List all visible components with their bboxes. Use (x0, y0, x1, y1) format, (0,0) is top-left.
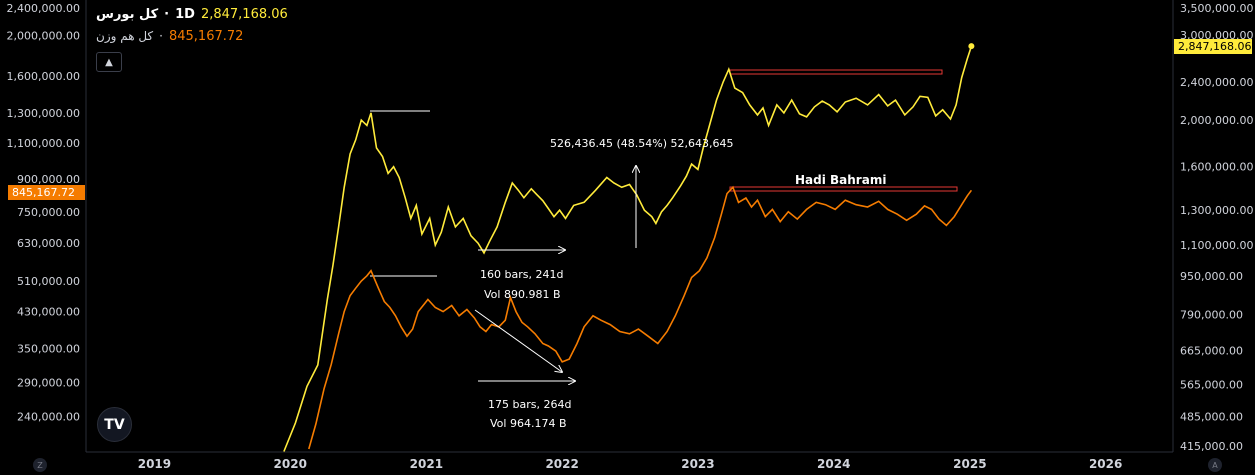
time-axis-tick-label: 2020 (274, 457, 307, 471)
right-axis-tick-label: 485,000.00 (1180, 410, 1243, 423)
right-axis-tick-label: 665,000.00 (1180, 344, 1243, 357)
legend-main-value: 2,847,168.06 (200, 6, 288, 22)
range-top-vol-label: Vol 890.981 B (484, 288, 560, 301)
right-axis-tick-label: 1,100,000.00 (1180, 239, 1253, 252)
legend-row-main[interactable]: کل بورس · 1D 2,847,168.06 (96, 6, 288, 22)
left-axis-tick-label: 350,000.00 (17, 343, 80, 356)
range-bottom-vol-label: Vol 964.174 B (490, 417, 566, 430)
series-line-second[interactable] (308, 185, 973, 450)
tradingview-logo-icon[interactable]: TV (97, 407, 132, 442)
time-axis-tick-label: 2023 (681, 457, 714, 471)
left-axis-tick-label: 510,000.00 (17, 275, 80, 288)
legend-second-name: کل هم وزن (96, 29, 154, 43)
right-last-value-badge (1174, 39, 1252, 54)
left-axis-tick-label: 1,300,000.00 (7, 107, 80, 120)
right-axis-tick-label: 2,400,000.00 (1180, 76, 1253, 89)
legend: کل بورس · 1D 2,847,168.06 کل هم وزن · 84… (96, 3, 288, 47)
right-last-value-text: 2,847,168.06 (1178, 40, 1251, 53)
right-axis-tick-label: 2,000,000.00 (1180, 114, 1253, 127)
right-axis-tick-label: 1,300,000.00 (1180, 204, 1253, 217)
time-axis-tick-label: 2026 (1089, 457, 1122, 471)
left-axis-tick-label: 900,000.00 (17, 173, 80, 186)
left-axis-tick-label: 2,000,000.00 (7, 30, 80, 43)
left-axis-tick-label: 2,400,000.00 (7, 2, 80, 15)
time-axis-tick-label: 2021 (410, 457, 443, 471)
legend-interval: 1D (175, 6, 195, 22)
last-point-marker (968, 43, 975, 50)
left-axis-tick-label: 430,000.00 (17, 306, 80, 319)
time-scale-left-button[interactable]: Z (33, 458, 47, 472)
time-axis[interactable]: 2019 2020 2021 2022 2023 2024 2025 2026 (138, 457, 1123, 471)
legend-collapse-button[interactable]: ▲ (96, 52, 122, 72)
left-axis-tick-label: 630,000.00 (17, 237, 80, 250)
right-price-axis[interactable]: 3,500,000.00 3,000,000.00 2,400,000.00 2,00… (1180, 2, 1253, 453)
series-line-main[interactable] (283, 45, 973, 452)
left-price-axis[interactable]: 2,400,000.00 2,000,000.00 1,600,000.00 1,30… (7, 2, 80, 423)
left-axis-tick-label: 1,100,000.00 (7, 137, 80, 150)
time-axis-tick-label: 2019 (138, 457, 171, 471)
time-axis-tick-label: 2024 (817, 457, 850, 471)
left-axis-tick-label: 290,000.00 (17, 376, 80, 389)
time-axis-tick-label: 2022 (545, 457, 578, 471)
time-axis-tick-label: 2025 (953, 457, 986, 471)
right-axis-tick-label: 415,000.00 (1180, 440, 1243, 453)
range-top-bars-label: 160 bars, 241d (480, 268, 563, 281)
right-axis-tick-label: 3,000,000.00 (1180, 29, 1253, 42)
left-last-value-badge (8, 185, 85, 200)
legend-second-value: 845,167.72 (168, 28, 244, 44)
trend-arrow[interactable] (474, 309, 562, 372)
left-axis-tick-label: 750,000.00 (17, 206, 80, 219)
range-bottom-bars-label: 175 bars, 264d (488, 398, 571, 411)
right-axis-tick-label: 950,000.00 (1180, 270, 1243, 283)
left-axis-tick-label: 1,600,000.00 (7, 70, 80, 83)
right-axis-tick-label: 565,000.00 (1180, 378, 1243, 391)
right-axis-tick-label: 3,500,000.00 (1180, 2, 1253, 15)
chevron-up-icon: ▲ (105, 56, 113, 68)
auto-scale-button[interactable]: A (1208, 458, 1222, 472)
left-axis-tick-label: 240,000.00 (17, 410, 80, 423)
resistance-box-second[interactable] (729, 186, 958, 192)
left-last-value-text: 845,167.72 (12, 186, 75, 199)
watermark-label: Hadi Bahrami (795, 173, 886, 187)
legend-main-name: کل بورس (96, 6, 159, 22)
right-axis-tick-label: 1,600,000.00 (1180, 161, 1253, 174)
right-axis-tick-label: 790,000.00 (1180, 308, 1243, 321)
legend-row-second[interactable]: کل هم وزن · 845,167.72 (96, 28, 244, 44)
measure-label: 526,436.45 (48.54%) 52,643,645 (550, 137, 733, 150)
